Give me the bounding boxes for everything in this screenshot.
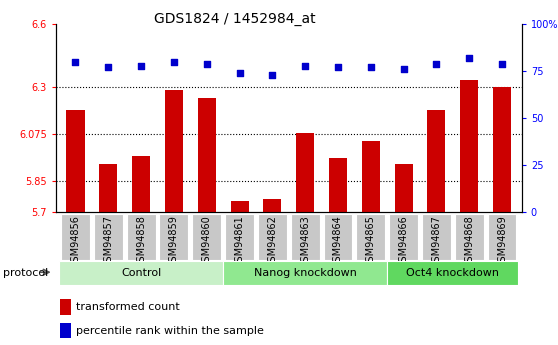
Point xyxy=(399,67,408,72)
Point xyxy=(71,59,80,65)
Bar xyxy=(324,214,353,260)
Text: GSM94865: GSM94865 xyxy=(366,215,376,268)
Text: Nanog knockdown: Nanog knockdown xyxy=(254,268,357,278)
Text: GSM94869: GSM94869 xyxy=(497,215,507,268)
Text: GSM94858: GSM94858 xyxy=(136,215,146,268)
Bar xyxy=(427,110,445,212)
Bar xyxy=(60,323,71,338)
Text: Control: Control xyxy=(121,268,161,278)
Bar xyxy=(357,214,385,260)
Text: protocol: protocol xyxy=(3,268,48,277)
Text: GSM94863: GSM94863 xyxy=(300,215,310,268)
Bar xyxy=(362,141,380,212)
Bar xyxy=(94,214,123,260)
Bar xyxy=(61,214,90,260)
Bar xyxy=(193,214,221,260)
Text: GSM94862: GSM94862 xyxy=(267,215,277,268)
Bar xyxy=(132,156,150,212)
Text: GSM94868: GSM94868 xyxy=(464,215,474,268)
Text: percentile rank within the sample: percentile rank within the sample xyxy=(76,326,264,336)
Point xyxy=(498,61,507,66)
Bar xyxy=(258,214,287,260)
Bar xyxy=(60,299,71,315)
Bar xyxy=(296,133,314,212)
Bar xyxy=(223,261,387,285)
Text: GSM94867: GSM94867 xyxy=(431,215,441,268)
Bar xyxy=(455,214,484,260)
Bar xyxy=(225,214,254,260)
Text: GDS1824 / 1452984_at: GDS1824 / 1452984_at xyxy=(153,12,315,26)
Text: GSM94857: GSM94857 xyxy=(103,215,113,268)
Bar xyxy=(395,164,412,212)
Bar xyxy=(127,214,156,260)
Point xyxy=(235,70,244,76)
Point xyxy=(367,65,376,70)
Bar xyxy=(66,110,84,212)
Point xyxy=(334,65,343,70)
Bar xyxy=(488,214,517,260)
Bar xyxy=(59,261,223,285)
Bar xyxy=(160,214,189,260)
Bar xyxy=(460,79,478,212)
Text: GSM94864: GSM94864 xyxy=(333,215,343,268)
Text: GSM94859: GSM94859 xyxy=(169,215,179,268)
Point xyxy=(268,72,277,78)
Text: GSM94856: GSM94856 xyxy=(70,215,80,268)
Bar xyxy=(422,214,451,260)
Point xyxy=(432,61,441,66)
Text: GSM94866: GSM94866 xyxy=(398,215,408,268)
Point xyxy=(202,61,211,66)
Bar xyxy=(329,158,347,212)
Text: GSM94861: GSM94861 xyxy=(234,215,244,268)
Bar xyxy=(263,199,281,212)
Bar xyxy=(291,214,320,260)
Bar xyxy=(387,261,518,285)
Bar xyxy=(165,90,183,212)
Bar xyxy=(389,214,418,260)
Point xyxy=(137,63,146,68)
Text: GSM94860: GSM94860 xyxy=(202,215,211,268)
Bar xyxy=(493,87,511,212)
Text: transformed count: transformed count xyxy=(76,302,180,312)
Point xyxy=(170,59,179,65)
Bar xyxy=(230,201,248,212)
Point xyxy=(465,55,474,61)
Point xyxy=(301,63,310,68)
Bar xyxy=(198,98,216,212)
Bar xyxy=(99,164,117,212)
Text: Oct4 knockdown: Oct4 knockdown xyxy=(406,268,499,278)
Point xyxy=(104,65,113,70)
